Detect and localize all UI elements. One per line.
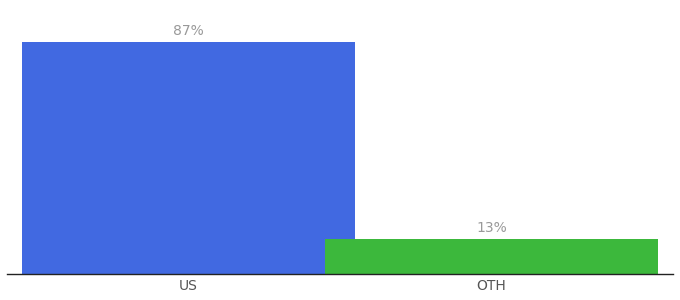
Bar (325, 239, 658, 274)
Bar (22, 42, 355, 274)
Text: 87%: 87% (173, 24, 204, 38)
Text: 13%: 13% (476, 221, 507, 236)
